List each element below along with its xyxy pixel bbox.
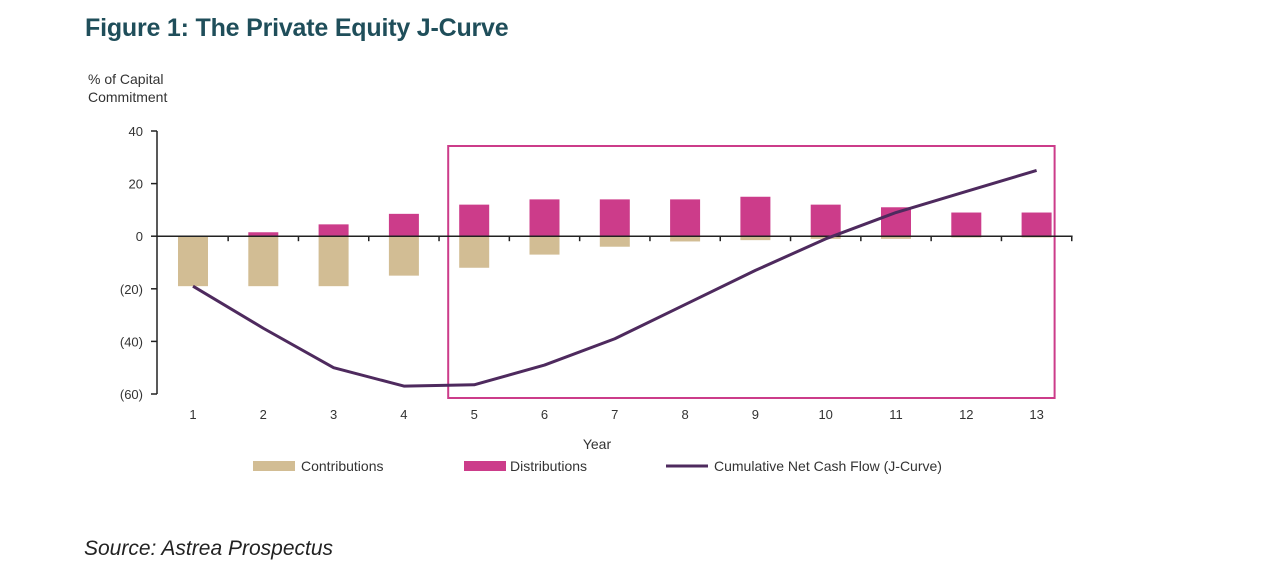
x-tick-label: 12 bbox=[959, 407, 973, 422]
y-tick-label: (20) bbox=[120, 282, 143, 297]
contribution-bar bbox=[881, 236, 911, 239]
j-curve-line bbox=[192, 169, 1038, 388]
x-tick-label: 11 bbox=[889, 407, 903, 422]
x-tick-label: 7 bbox=[611, 407, 618, 422]
y-tick-label: 0 bbox=[136, 229, 143, 244]
contribution-bar bbox=[529, 236, 560, 255]
contribution-bar bbox=[740, 236, 771, 241]
legend-label: Contributions bbox=[301, 458, 384, 474]
distribution-bar bbox=[529, 199, 560, 237]
legend-distributions: Distributions bbox=[464, 458, 587, 474]
figure-title: Figure 1: The Private Equity J-Curve bbox=[85, 14, 509, 42]
distribution-bar bbox=[951, 212, 982, 237]
contribution-bar bbox=[248, 236, 279, 287]
contribution-bar bbox=[388, 236, 419, 276]
distribution-bar bbox=[388, 213, 419, 237]
distribution-bar bbox=[1021, 212, 1052, 237]
x-tick-label: 4 bbox=[400, 407, 407, 422]
distribution-bar bbox=[740, 196, 771, 237]
x-axis-label: Year bbox=[583, 436, 612, 452]
legend-label: Distributions bbox=[510, 458, 587, 474]
y-tick-label: (60) bbox=[120, 387, 143, 402]
x-tick-label: 5 bbox=[471, 407, 478, 422]
legend-contributions: Contributions bbox=[253, 458, 384, 474]
x-tick-label: 8 bbox=[681, 407, 688, 422]
contribution-bar bbox=[599, 236, 630, 247]
y-tick-label: 40 bbox=[129, 124, 143, 139]
distribution-bar bbox=[459, 204, 490, 237]
y-tick-label: (40) bbox=[120, 334, 143, 349]
highlight-box bbox=[447, 145, 1056, 399]
x-tick-label: 10 bbox=[818, 407, 832, 422]
contribution-bar bbox=[459, 236, 490, 268]
x-tick-label: 3 bbox=[330, 407, 337, 422]
y-axis-label-line-1: % of Capital bbox=[88, 71, 164, 87]
legend-swatch bbox=[464, 461, 506, 471]
distribution-bar bbox=[599, 199, 630, 237]
distribution-bar bbox=[318, 224, 349, 237]
x-tick-label: 6 bbox=[541, 407, 548, 422]
contribution-bar bbox=[178, 236, 208, 287]
contribution-bar bbox=[670, 236, 701, 242]
y-axis-label: % of Capital Commitment bbox=[88, 70, 167, 106]
distribution-bar bbox=[248, 232, 279, 237]
x-tick-label: 13 bbox=[1029, 407, 1043, 422]
contribution-bar bbox=[318, 236, 349, 287]
x-tick-label: 1 bbox=[189, 407, 196, 422]
legend-j-curve: Cumulative Net Cash Flow (J-Curve) bbox=[666, 458, 942, 474]
y-tick-label: 20 bbox=[129, 177, 143, 192]
legend-label: Cumulative Net Cash Flow (J-Curve) bbox=[714, 458, 942, 474]
x-tick-label: 9 bbox=[752, 407, 759, 422]
y-axis-label-line-2: Commitment bbox=[88, 89, 168, 105]
distribution-bar bbox=[670, 199, 701, 237]
source-note: Source: Astrea Prospectus bbox=[84, 537, 334, 560]
distribution-bar bbox=[810, 204, 841, 237]
x-tick-label: 2 bbox=[260, 407, 267, 422]
legend-swatch bbox=[253, 461, 295, 471]
